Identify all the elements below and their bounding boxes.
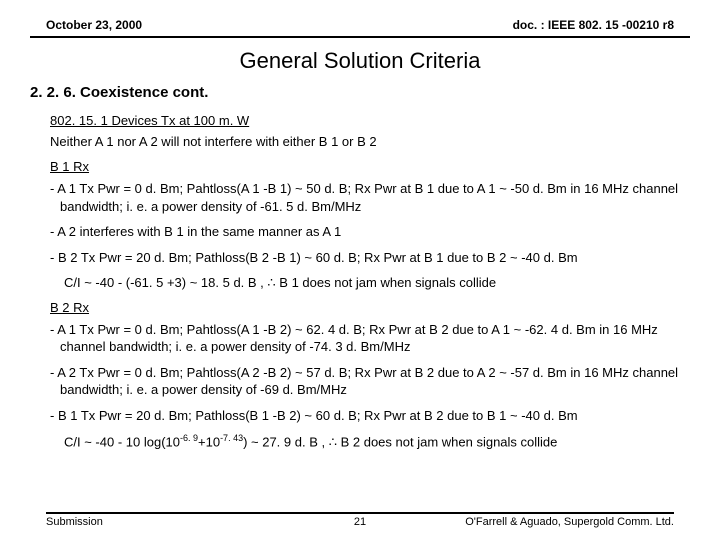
- b1-b2-bullet-b: C/I ~ -40 - (-61. 5 +3) ~ 18. 5 d. B , ∴…: [64, 274, 690, 292]
- ci-sup2: -7. 43: [220, 433, 243, 443]
- page-footer: Submission 21 O'Farrell & Aguado, Superg…: [30, 512, 690, 528]
- footer-left: Submission: [46, 516, 255, 528]
- b2-a1-bullet: - A 1 Tx Pwr = 0 d. Bm; Pahtloss(A 1 -B …: [50, 321, 690, 356]
- header-date: October 23, 2000: [46, 18, 142, 32]
- b2rx-heading: B 2 Rx: [50, 300, 690, 315]
- slide-title: General Solution Criteria: [30, 48, 690, 74]
- b2-b1-bullet-a: - B 1 Tx Pwr = 20 d. Bm; Pathloss(B 1 -B…: [50, 407, 690, 425]
- b1-a1-bullet: - A 1 Tx Pwr = 0 d. Bm; Pahtloss(A 1 -B …: [50, 180, 690, 215]
- ci-post: ) ~ 27. 9 d. B , ∴ B 2 does not jam when…: [243, 435, 557, 450]
- b2-b1-bullet-b: C/I ~ -40 - 10 log(10-6. 9+10-7. 43) ~ 2…: [64, 432, 690, 451]
- footer-right: O'Farrell & Aguado, Supergold Comm. Ltd.: [465, 516, 674, 528]
- b2-a2-bullet: - A 2 Tx Pwr = 0 d. Bm; Pahtloss(A 2 -B …: [50, 364, 690, 399]
- ci-mid: +10: [198, 435, 220, 450]
- b1-b2-bullet-a: - B 2 Tx Pwr = 20 d. Bm; Pathloss(B 2 -B…: [50, 249, 690, 267]
- b1rx-heading: B 1 Rx: [50, 159, 690, 174]
- page-header: October 23, 2000 doc. : IEEE 802. 15 -00…: [30, 18, 690, 38]
- ci-sup1: -6. 9: [180, 433, 198, 443]
- header-doc: doc. : IEEE 802. 15 -00210 r8: [513, 18, 674, 32]
- neither-line: Neither A 1 nor A 2 will not interfere w…: [50, 134, 690, 149]
- footer-row: Submission 21 O'Farrell & Aguado, Superg…: [30, 514, 690, 528]
- section-heading: 2. 2. 6. Coexistence cont.: [30, 84, 690, 101]
- footer-page-number: 21: [255, 516, 464, 528]
- b1-a2-bullet: - A 2 interferes with B 1 in the same ma…: [50, 223, 690, 241]
- devices-heading: 802. 15. 1 Devices Tx at 100 m. W: [50, 113, 690, 128]
- ci-pre: C/I ~ -40 - 10 log(10: [64, 435, 180, 450]
